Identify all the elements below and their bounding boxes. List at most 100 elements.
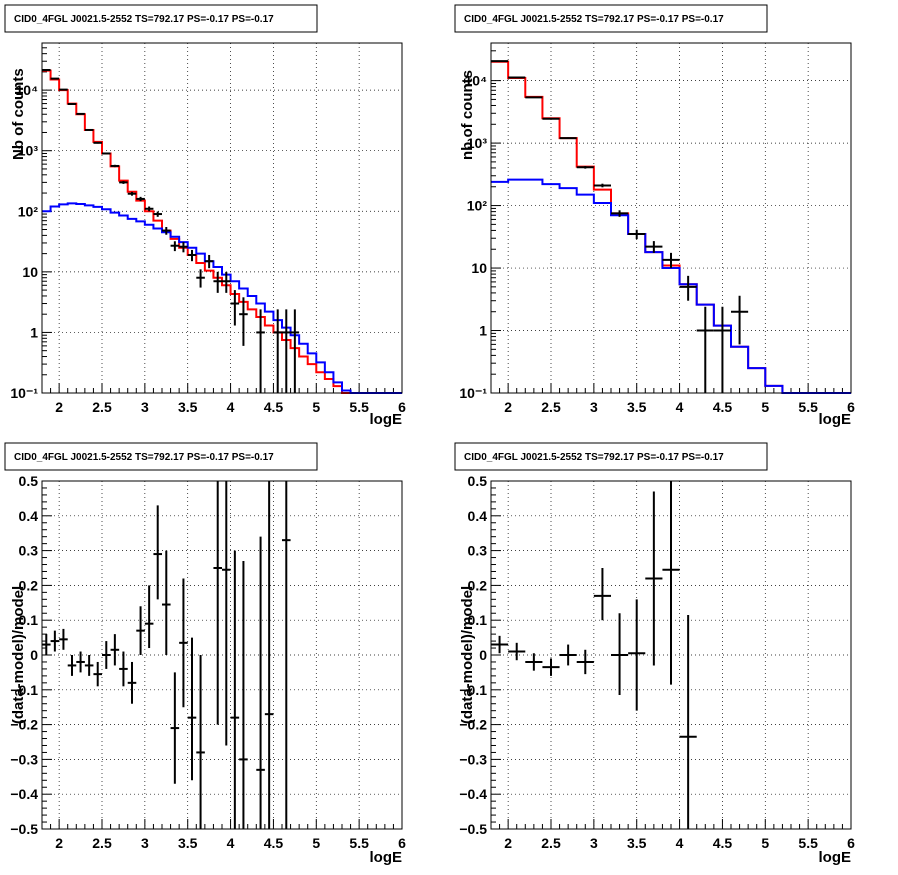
- pad-counts-right: CID0_4FGL J0021.5-2552 TS=792.17 PS=-0.1…: [454, 4, 855, 428]
- x-tick-label: 5: [312, 835, 320, 851]
- title-box: [454, 4, 768, 33]
- x-axis-title: logE: [370, 849, 403, 866]
- x-axis-title: logE: [819, 411, 852, 428]
- x-tick-label: 6: [398, 399, 406, 415]
- y-tick-label: 10: [22, 264, 38, 280]
- y-tick-label: 10⁻¹: [10, 385, 38, 401]
- x-tick-label: 3.5: [627, 399, 647, 415]
- x-tick-label: 4.5: [264, 399, 284, 415]
- y-tick-label: 0.2: [19, 577, 39, 593]
- chart-title: CID0_4FGL J0021.5-2552 TS=792.17 PS=-0.1…: [14, 14, 274, 25]
- x-tick-label: 3: [590, 399, 598, 415]
- x-tick-label: 2.5: [541, 399, 561, 415]
- y-tick-label: −0.5: [10, 821, 38, 837]
- chart-title: CID0_4FGL J0021.5-2552 TS=792.17 PS=-0.1…: [464, 452, 724, 463]
- y-tick-label: −0.5: [459, 821, 487, 837]
- y-tick-label: 10⁴: [16, 82, 39, 98]
- x-tick-label: 6: [398, 835, 406, 851]
- y-tick-label: 10³: [18, 143, 39, 159]
- x-tick-label: 3.5: [178, 835, 198, 851]
- plot-frame: [41, 480, 403, 830]
- x-tick-label: 2: [504, 399, 512, 415]
- pad-residuals-right: CID0_4FGL J0021.5-2552 TS=792.17 PS=-0.1…: [454, 442, 855, 866]
- y-tick-label: −0.4: [10, 786, 38, 802]
- x-tick-label: 4: [676, 835, 684, 851]
- x-tick-label: 5.5: [798, 399, 818, 415]
- x-tick-label: 2: [504, 835, 512, 851]
- y-tick-label: −0.4: [459, 786, 487, 802]
- x-tick-label: 2.5: [92, 399, 112, 415]
- y-tick-label: 0.3: [19, 543, 39, 559]
- y-tick-label: 10³: [467, 135, 488, 151]
- y-tick-label: 0.4: [468, 508, 488, 524]
- residuals-plot-left: 2 2.5 3 3.5 4 4.5 5 5.5 6 −0.5 −0.4 −0.3 −0.2 −0.1 0 0.…: [10, 473, 406, 851]
- y-tick-label: 0.2: [468, 577, 488, 593]
- y-tick-label: 0.4: [19, 508, 39, 524]
- y-tick-label: 0.1: [19, 612, 39, 628]
- x-tick-label: 3: [141, 835, 149, 851]
- y-tick-label: 0.1: [468, 612, 488, 628]
- y-tick-label: 10: [471, 260, 487, 276]
- x-tick-label: 4.5: [264, 835, 284, 851]
- x-tick-label: 5: [312, 399, 320, 415]
- y-tick-label: 10⁻¹: [459, 385, 487, 401]
- y-tick-label: 0: [479, 647, 487, 663]
- x-tick-label: 4: [227, 835, 235, 851]
- x-tick-label: 4.5: [713, 399, 733, 415]
- x-tick-label: 3.5: [178, 399, 198, 415]
- x-tick-label: 2.5: [92, 835, 112, 851]
- residuals-plot-right: 2 2.5 3 3.5 4 4.5 5 5.5 6 −0.5 −0.4 −0.3 −0.2 −0.1 0 0.…: [459, 473, 855, 851]
- title-box: [4, 4, 318, 33]
- plot-frame: [490, 42, 852, 394]
- x-tick-label: 4: [676, 399, 684, 415]
- plot-frame: [41, 42, 403, 394]
- y-tick-label: −0.2: [459, 717, 487, 733]
- x-axis-title: logE: [819, 849, 852, 866]
- title-box: [4, 442, 318, 471]
- y-axis-title: nb of counts: [459, 70, 476, 160]
- x-tick-label: 2: [55, 399, 63, 415]
- plot-frame: [490, 480, 852, 830]
- y-tick-label: 1: [479, 323, 487, 339]
- y-tick-label: 0: [30, 647, 38, 663]
- y-tick-label: −0.3: [10, 751, 38, 767]
- y-axis-title: Nb of counts: [10, 68, 27, 160]
- y-tick-label: −0.1: [10, 682, 38, 698]
- y-tick-label: 10²: [18, 203, 39, 219]
- y-axis-title: (data-model)/model: [459, 586, 476, 724]
- x-tick-label: 5: [761, 835, 769, 851]
- y-tick-label: 10²: [467, 198, 488, 214]
- x-tick-label: 3.5: [627, 835, 647, 851]
- source-model-histogram: [42, 202, 402, 394]
- chart-title: CID0_4FGL J0021.5-2552 TS=792.17 PS=-0.1…: [14, 452, 274, 463]
- x-tick-label: 3: [590, 835, 598, 851]
- pad-residuals-left: CID0_4FGL J0021.5-2552 TS=792.17 PS=-0.1…: [4, 442, 406, 866]
- chart-title: CID0_4FGL J0021.5-2552 TS=792.17 PS=-0.1…: [464, 14, 724, 25]
- x-tick-label: 5: [761, 399, 769, 415]
- y-tick-label: 10⁴: [465, 73, 488, 89]
- x-tick-label: 4: [227, 399, 235, 415]
- x-tick-label: 5.5: [349, 835, 369, 851]
- x-tick-label: 3: [141, 399, 149, 415]
- y-tick-label: 0.5: [468, 473, 488, 489]
- x-tick-label: 2.5: [541, 835, 561, 851]
- counts-plot-right: 2 2.5 3 3.5 4 4.5 5 5.5 6 10⁻¹ 1 10 10² 10³ 10⁴: [459, 42, 855, 415]
- x-tick-label: 4.5: [713, 835, 733, 851]
- counts-plot-left: 2 2.5 3 3.5 4 4.5 5 5.5 6 10⁻¹ 1 10 10² 10³ 10⁴: [10, 42, 406, 415]
- y-tick-label: 1: [30, 324, 38, 340]
- title-box: [454, 442, 768, 471]
- y-tick-label: 0.3: [468, 543, 488, 559]
- x-tick-label: 5.5: [798, 835, 818, 851]
- y-tick-label: −0.1: [459, 682, 487, 698]
- x-axis-title: logE: [370, 411, 403, 428]
- x-tick-label: 6: [847, 835, 855, 851]
- y-tick-label: −0.3: [459, 751, 487, 767]
- y-tick-label: −0.2: [10, 717, 38, 733]
- x-tick-label: 5.5: [349, 399, 369, 415]
- pad-counts-left: CID0_4FGL J0021.5-2552 TS=792.17 PS=-0.1…: [4, 4, 406, 428]
- x-tick-label: 6: [847, 399, 855, 415]
- x-tick-label: 2: [55, 835, 63, 851]
- y-axis-title: (data-model)/model: [10, 586, 27, 724]
- y-tick-label: 0.5: [19, 473, 39, 489]
